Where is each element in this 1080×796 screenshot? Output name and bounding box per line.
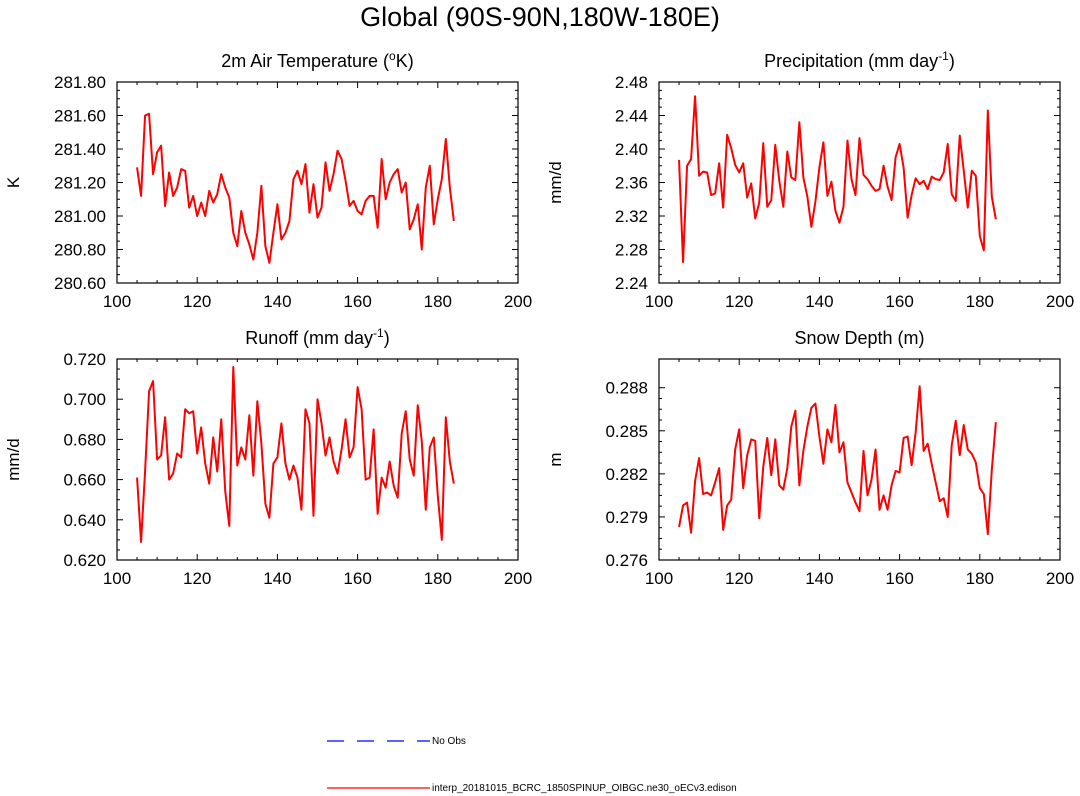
panel-title: Snow Depth (m) bbox=[794, 328, 924, 348]
x-tick-label: 100 bbox=[103, 292, 131, 311]
plot-frame bbox=[116, 81, 519, 284]
plot-frame bbox=[658, 358, 1061, 561]
panel-4: 100 120 140 160 180 200 0.276 0.279 0.282 0.285 0.… bbox=[546, 328, 1074, 588]
y-tick-label: 2.24 bbox=[615, 274, 648, 293]
y-tick-label: 280.60 bbox=[54, 274, 106, 293]
y-tick-label: 281.60 bbox=[54, 107, 106, 126]
page-title: Global (90S-90N,180W-180E) bbox=[360, 2, 720, 32]
y-axis-label: mm/d bbox=[546, 161, 565, 204]
series-line bbox=[678, 385, 997, 536]
plot-frame bbox=[116, 358, 519, 561]
y-tick-label: 0.660 bbox=[63, 471, 106, 490]
x-tick-label: 160 bbox=[885, 292, 913, 311]
x-tick-label: 120 bbox=[725, 292, 753, 311]
title-text: Precipitation (mm day bbox=[764, 51, 938, 71]
x-tick-label: 140 bbox=[805, 292, 833, 311]
x-tick-label: 140 bbox=[805, 569, 833, 588]
panel-3: 100 120 140 160 180 200 0.620 0.640 0.660 0.680 0.… bbox=[4, 326, 532, 588]
y-tick-label: 0.285 bbox=[605, 422, 648, 441]
x-tick-label: 180 bbox=[424, 292, 452, 311]
x-tick-label: 120 bbox=[725, 569, 753, 588]
title-text: Snow Depth (m) bbox=[794, 328, 924, 348]
y-axis-label: K bbox=[4, 176, 23, 188]
y-tick-label: 2.40 bbox=[615, 140, 648, 159]
title-superscript: -1 bbox=[938, 49, 949, 63]
y-tick-label: 2.36 bbox=[615, 174, 648, 193]
title-superscript: o bbox=[389, 49, 396, 63]
x-tick-label: 100 bbox=[645, 292, 673, 311]
title-text: ) bbox=[384, 328, 390, 348]
panel-1: 100 120 140 160 180 200 280.60 280.80 281.00 281.… bbox=[4, 49, 532, 311]
y-tick-label: 2.48 bbox=[615, 73, 648, 92]
y-tick-label: 0.279 bbox=[605, 508, 648, 527]
title-text: ) bbox=[949, 51, 955, 71]
y-tick-label: 281.20 bbox=[54, 174, 106, 193]
title-text: K) bbox=[396, 51, 414, 71]
y-tick-label: 0.680 bbox=[63, 430, 106, 449]
y-tick-label: 281.00 bbox=[54, 207, 106, 226]
y-tick-label: 0.640 bbox=[63, 511, 106, 530]
y-tick-label: 0.288 bbox=[605, 379, 648, 398]
y-tick-label: 2.28 bbox=[615, 241, 648, 260]
legend-label-no-obs: No Obs bbox=[432, 736, 466, 747]
panel-title: Runoff (mm day-1) bbox=[245, 326, 389, 348]
y-tick-label: 0.276 bbox=[605, 551, 648, 570]
legend-label-series: interp_20181015_BCRC_1850SPINUP_OIBGC.ne… bbox=[432, 783, 737, 794]
y-tick-label: 281.80 bbox=[54, 73, 106, 92]
y-tick-label: 0.282 bbox=[605, 465, 648, 484]
y-tick-label: 280.80 bbox=[54, 241, 106, 260]
x-tick-label: 140 bbox=[263, 292, 291, 311]
y-tick-label: 0.720 bbox=[63, 350, 106, 369]
series-line bbox=[136, 366, 455, 543]
y-tick-label: 0.620 bbox=[63, 551, 106, 570]
x-tick-label: 180 bbox=[966, 292, 994, 311]
x-tick-label: 100 bbox=[103, 569, 131, 588]
series-line bbox=[678, 95, 997, 264]
y-tick-label: 281.40 bbox=[54, 140, 106, 159]
y-tick-label: 0.700 bbox=[63, 390, 106, 409]
x-tick-label: 180 bbox=[424, 569, 452, 588]
x-tick-label: 140 bbox=[263, 569, 291, 588]
x-tick-label: 120 bbox=[183, 292, 211, 311]
y-axis-label: mm/d bbox=[4, 438, 23, 481]
series-line bbox=[136, 112, 455, 264]
legend-swatch-no-obs bbox=[327, 740, 430, 742]
x-tick-label: 200 bbox=[1046, 569, 1074, 588]
panel-title: Precipitation (mm day-1) bbox=[764, 49, 955, 71]
legend-swatch-series bbox=[327, 787, 430, 789]
x-tick-label: 160 bbox=[343, 569, 371, 588]
y-tick-label: 2.32 bbox=[615, 207, 648, 226]
x-tick-label: 160 bbox=[885, 569, 913, 588]
title-text: 2m Air Temperature ( bbox=[221, 51, 389, 71]
x-tick-label: 100 bbox=[645, 569, 673, 588]
x-tick-label: 200 bbox=[1046, 292, 1074, 311]
panel-2: 100 120 140 160 180 200 2.24 2.28 2.32 2.36 2.40 2.… bbox=[546, 49, 1074, 311]
x-tick-label: 180 bbox=[966, 569, 994, 588]
title-superscript: -1 bbox=[373, 326, 384, 340]
x-tick-label: 120 bbox=[183, 569, 211, 588]
y-axis-label: m bbox=[546, 452, 565, 466]
x-tick-label: 200 bbox=[504, 569, 532, 588]
x-tick-label: 160 bbox=[343, 292, 371, 311]
x-tick-label: 200 bbox=[504, 292, 532, 311]
panel-title: 2m Air Temperature (oK) bbox=[221, 49, 413, 71]
title-text: Runoff (mm day bbox=[245, 328, 373, 348]
y-tick-label: 2.44 bbox=[615, 107, 648, 126]
plot-frame bbox=[658, 81, 1061, 284]
